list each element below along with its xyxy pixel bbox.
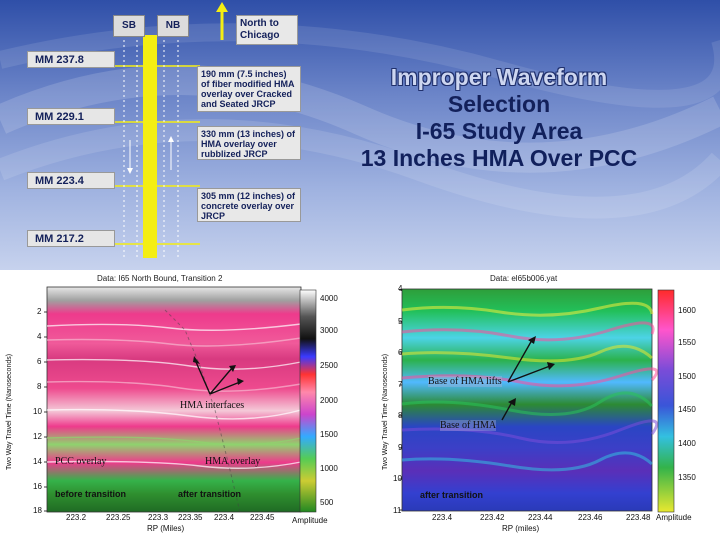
colorbar-tick: 500 — [320, 498, 334, 507]
colorbar-tick: 1350 — [678, 473, 696, 482]
left-radargram-panel: Data: I65 North Bound, Transition 2 — [0, 270, 360, 540]
colorbar-tick: 1550 — [678, 338, 696, 347]
colorbar-tick: 1500 — [678, 372, 696, 381]
y-tick-label: 5 — [398, 317, 403, 326]
after-transition-label: after transition — [178, 489, 242, 499]
x-tick-label: 223.4 — [432, 513, 453, 522]
x-tick-label: 223.48 — [626, 513, 651, 522]
milepost-label: MM 217.2 — [27, 230, 115, 247]
colorbar-tick: 1450 — [678, 405, 696, 414]
x-axis-label: RP (miles) — [502, 524, 540, 533]
colorbar-label: Amplitude — [292, 516, 328, 525]
x-tick-label: 223.44 — [528, 513, 553, 522]
highway-diagram: SB NB North to Chicago MM 237.8 MM 229.1… — [0, 0, 320, 262]
x-tick-label: 223.45 — [250, 513, 275, 522]
hma-interfaces-label: HMA interfaces — [180, 400, 245, 411]
y-tick-label: 11 — [393, 506, 402, 515]
before-transition-label: before transition — [55, 489, 127, 499]
hma-overlay-label: HMA overlay — [205, 456, 261, 467]
after-transition-label: after transition — [420, 490, 484, 500]
left-radargram — [44, 286, 317, 513]
y-tick-label: 4 — [37, 332, 42, 341]
colorbar-tick: 1000 — [320, 464, 338, 473]
colorbar-tick: 2500 — [320, 361, 338, 370]
x-tick-label: 223.46 — [578, 513, 603, 522]
left-plot-title: Data: I65 North Bound, Transition 2 — [97, 274, 223, 283]
colorbar-tick: 2000 — [320, 396, 338, 405]
colorbar-tick: 3000 — [320, 326, 338, 335]
y-tick-label: 2 — [37, 307, 42, 316]
x-tick-label: 223.2 — [66, 513, 87, 522]
milepost-label: MM 229.1 — [27, 108, 115, 125]
lane-sb-label: SB — [113, 15, 145, 37]
x-tick-label: 223.35 — [178, 513, 203, 522]
y-tick-label: 18 — [33, 506, 42, 515]
milepost-label: MM 237.8 — [27, 51, 115, 68]
colorbar-tick: 4000 — [320, 294, 338, 303]
y-axis-label: Two Way Travel Time (Nanoseconds) — [6, 353, 13, 470]
y-tick-label: 6 — [398, 348, 403, 357]
pcc-overlay-label: PCC overlay — [55, 456, 107, 467]
y-tick-label: 9 — [398, 443, 403, 452]
title-line: Selection — [447, 91, 551, 117]
x-tick-label: 223.25 — [106, 513, 131, 522]
pavement-note: 330 mm (13 inches) of HMA overlay over r… — [197, 126, 301, 160]
x-tick-label: 223.3 — [148, 513, 169, 522]
y-tick-label: 10 — [33, 407, 42, 416]
x-tick-label: 223.42 — [480, 513, 505, 522]
right-radargram-panel: Data: el65b006.yat — [360, 270, 720, 540]
north-label: North to Chicago — [236, 15, 298, 45]
y-tick-label: 16 — [33, 482, 42, 491]
lane-nb-label: NB — [157, 15, 189, 37]
x-axis-label: RP (Miles) — [147, 524, 185, 533]
colorbar-tick: 1600 — [678, 306, 696, 315]
colorbar-label: Amplitude — [656, 513, 692, 522]
right-radargram — [399, 288, 675, 513]
pavement-note: 305 mm (12 inches) of concrete overlay o… — [197, 188, 301, 222]
colorbar-tick: 1500 — [320, 430, 338, 439]
milepost-label: MM 223.4 — [27, 172, 115, 189]
y-tick-label: 4 — [398, 284, 403, 293]
y-tick-label: 8 — [37, 382, 42, 391]
y-tick-label: 10 — [393, 474, 402, 483]
right-plot-title: Data: el65b006.yat — [490, 274, 558, 283]
title-line: 13 Inches HMA Over PCC — [360, 145, 638, 171]
title-line: I-65 Study Area — [415, 118, 583, 144]
y-tick-label: 12 — [33, 432, 42, 441]
base-hma-label: Base of HMA — [440, 420, 497, 431]
y-tick-label: 14 — [33, 457, 42, 466]
title-line: Improper Waveform — [390, 64, 608, 90]
pavement-note: 190 mm (7.5 inches) of fiber modified HM… — [197, 66, 301, 112]
y-tick-label: 8 — [398, 411, 403, 420]
y-axis-label: Two Way Travel Time (Nanoseconds) — [382, 353, 389, 470]
base-hma-lifts-label: Base of HMA lifts — [428, 376, 502, 387]
colorbar-tick: 1400 — [678, 439, 696, 448]
x-tick-label: 223.4 — [214, 513, 235, 522]
y-tick-label: 7 — [398, 380, 403, 389]
y-tick-label: 6 — [37, 357, 42, 366]
slide-title: Improper Waveform Selection I-65 Study A… — [320, 64, 678, 172]
